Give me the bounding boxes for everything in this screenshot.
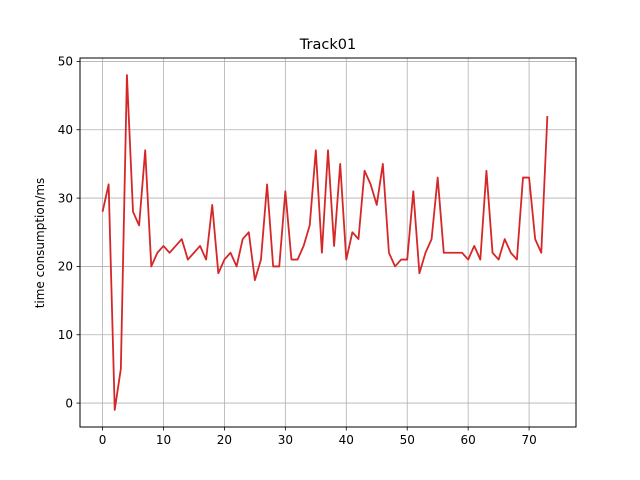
x-tick-label: 40 [339, 433, 354, 447]
x-tick-label: 20 [217, 433, 232, 447]
chart-title: Track01 [299, 37, 356, 53]
y-tick-label: 50 [58, 55, 73, 69]
y-tick-label: 40 [58, 123, 73, 137]
x-tick-label: 30 [278, 433, 293, 447]
x-tick-label: 10 [156, 433, 171, 447]
x-tick-label: 70 [521, 433, 536, 447]
data-series [101, 74, 549, 411]
y-tick-label: 0 [65, 396, 73, 410]
x-tick-label: 50 [400, 433, 415, 447]
plot-frame [79, 57, 577, 428]
x-tick-label: 0 [99, 433, 107, 447]
y-tick-label: 10 [58, 328, 73, 342]
y-axis-label: time consumption/ms [33, 178, 47, 309]
x-axis-ticks: 0 10 20 30 40 50 60 70 [99, 427, 537, 447]
y-tick-label: 30 [58, 191, 73, 205]
x-tick-label: 60 [461, 433, 476, 447]
series-line [101, 74, 549, 411]
y-axis-ticks: 0 10 20 30 40 50 [58, 55, 80, 410]
grid-lines [80, 58, 576, 427]
y-tick-label: 20 [58, 260, 73, 274]
